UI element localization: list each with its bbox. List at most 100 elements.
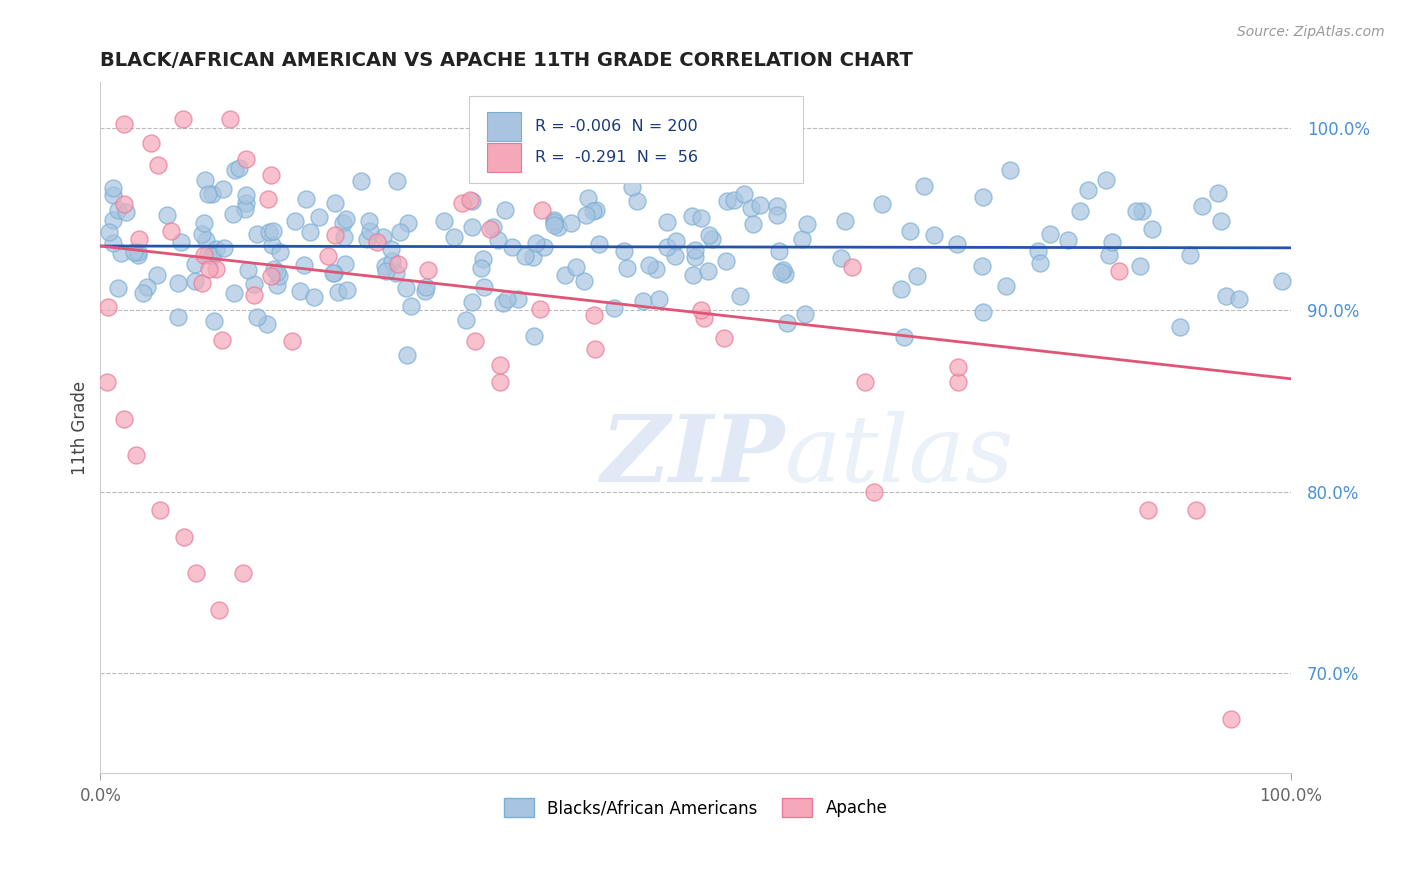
- Point: [294, 192, 316, 206]
- Text: Source: ZipAtlas.com: Source: ZipAtlas.com: [1237, 25, 1385, 39]
- Point: [613, 244, 636, 258]
- Point: [1208, 186, 1230, 201]
- Point: [132, 285, 155, 300]
- Point: [395, 281, 418, 295]
- Point: [380, 253, 402, 268]
- Point: [202, 314, 225, 328]
- Point: [246, 227, 269, 242]
- Point: [1039, 227, 1062, 241]
- Point: [768, 244, 790, 259]
- Y-axis label: 11th Grade: 11th Grade: [72, 381, 89, 475]
- Point: [489, 376, 512, 390]
- Point: [1095, 173, 1118, 187]
- Point: [780, 153, 803, 167]
- Point: [107, 202, 129, 217]
- Point: [478, 222, 501, 236]
- Point: [205, 261, 228, 276]
- Point: [657, 240, 679, 254]
- Point: [190, 276, 212, 290]
- Point: [418, 262, 440, 277]
- Point: [1271, 274, 1294, 288]
- Point: [335, 212, 357, 227]
- Point: [626, 194, 648, 208]
- Point: [135, 280, 157, 294]
- Point: [454, 313, 477, 327]
- Point: [1108, 263, 1130, 277]
- Point: [97, 300, 120, 314]
- Point: [494, 203, 516, 218]
- Point: [1220, 712, 1243, 726]
- Point: [1184, 502, 1206, 516]
- Point: [167, 310, 190, 324]
- Point: [740, 201, 762, 215]
- Point: [128, 232, 150, 246]
- Point: [834, 214, 856, 228]
- Point: [127, 248, 149, 262]
- Point: [356, 232, 378, 246]
- Point: [1101, 235, 1123, 249]
- Point: [648, 292, 671, 306]
- Point: [655, 215, 678, 229]
- Point: [664, 249, 686, 263]
- Point: [200, 249, 222, 263]
- Point: [501, 240, 523, 254]
- Point: [830, 251, 852, 265]
- Point: [112, 412, 135, 426]
- Point: [583, 342, 606, 356]
- Point: [160, 224, 183, 238]
- Point: [585, 203, 607, 218]
- Point: [575, 208, 598, 222]
- Point: [246, 310, 269, 325]
- Point: [373, 230, 395, 244]
- Point: [697, 228, 720, 243]
- Point: [723, 194, 745, 208]
- Point: [266, 265, 288, 279]
- Point: [1029, 255, 1052, 269]
- Text: R = -0.006  N = 200: R = -0.006 N = 200: [534, 119, 697, 134]
- Point: [1026, 244, 1049, 258]
- Point: [384, 266, 406, 280]
- Point: [333, 257, 356, 271]
- Text: R =  -0.291  N =  56: R = -0.291 N = 56: [534, 150, 697, 165]
- Point: [200, 187, 222, 202]
- Point: [496, 292, 519, 306]
- Point: [197, 186, 219, 201]
- Point: [1180, 248, 1202, 262]
- Point: [212, 241, 235, 255]
- Point: [232, 566, 254, 581]
- Point: [242, 277, 264, 291]
- Point: [492, 295, 515, 310]
- Point: [267, 268, 290, 283]
- Point: [683, 243, 706, 257]
- Point: [582, 203, 605, 218]
- Point: [547, 220, 569, 235]
- Point: [256, 317, 278, 331]
- Point: [765, 208, 787, 222]
- Point: [308, 210, 330, 224]
- Point: [124, 244, 146, 259]
- Point: [775, 316, 797, 330]
- Point: [222, 285, 245, 300]
- Point: [561, 155, 583, 169]
- Point: [690, 303, 713, 318]
- Point: [256, 192, 278, 206]
- Point: [224, 163, 246, 178]
- Point: [292, 258, 315, 272]
- FancyBboxPatch shape: [488, 112, 520, 141]
- FancyBboxPatch shape: [488, 143, 520, 172]
- Point: [638, 258, 661, 272]
- Point: [262, 238, 284, 252]
- Point: [543, 215, 565, 229]
- Point: [243, 287, 266, 301]
- Point: [841, 260, 863, 274]
- Point: [619, 144, 641, 158]
- Point: [396, 216, 419, 230]
- Point: [260, 268, 283, 283]
- Point: [741, 217, 763, 231]
- Point: [533, 240, 555, 254]
- Point: [489, 358, 512, 372]
- Point: [524, 236, 547, 251]
- Point: [197, 247, 219, 261]
- Point: [357, 214, 380, 228]
- Point: [998, 163, 1021, 178]
